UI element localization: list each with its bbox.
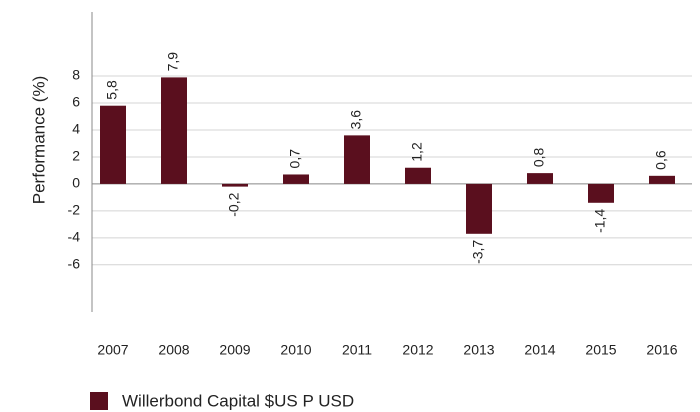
y-tick-label: 0 [72,175,80,191]
bar [161,77,187,184]
x-tick-label: 2016 [646,342,677,358]
x-tick-label: 2014 [524,342,555,358]
bar [283,174,309,184]
bar [588,183,614,203]
y-tick-label: 2 [72,148,80,164]
x-tick-label: 2009 [219,342,250,358]
x-tick-label: 2010 [280,342,311,358]
data-label: 0,8 [531,147,547,167]
data-label: -1,4 [592,209,608,233]
bar [466,183,492,234]
data-label: -3,7 [470,240,486,264]
bar [649,175,675,184]
data-label: 3,6 [348,110,364,130]
y-tick-label: -4 [68,229,81,245]
data-label: 7,9 [165,52,181,72]
bar [222,183,248,187]
bar [405,167,431,184]
y-tick-label: -2 [68,202,81,218]
legend-label: Willerbond Capital $US P USD [122,391,354,410]
x-tick-label: 2007 [97,342,128,358]
bar [100,105,126,184]
data-label: -0,2 [226,192,242,216]
y-axis-label: Performance (%) [29,76,48,204]
y-tick-label: 4 [72,121,80,137]
x-tick-label: 2015 [585,342,616,358]
data-label: 5,8 [104,80,120,100]
y-tick-label: -6 [68,256,81,272]
y-tick-label: 8 [72,67,80,83]
data-label: 0,7 [287,149,303,169]
legend-swatch [90,392,108,410]
x-tick-label: 2008 [158,342,189,358]
data-label: 0,6 [653,150,669,170]
x-tick-label: 2013 [463,342,494,358]
x-tick-label: 2012 [402,342,433,358]
data-label: 1,2 [409,142,425,162]
y-tick-label: 6 [72,94,80,110]
bar [344,135,370,184]
x-tick-label: 2011 [342,342,372,358]
bar [527,173,553,184]
